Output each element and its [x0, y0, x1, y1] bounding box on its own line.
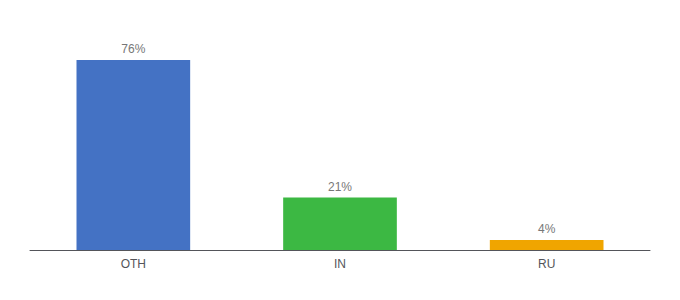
svg-text:21%: 21% [328, 180, 352, 194]
svg-text:4%: 4% [538, 222, 556, 236]
svg-text:IN: IN [334, 257, 346, 271]
svg-text:OTH: OTH [121, 257, 146, 271]
svg-text:76%: 76% [121, 42, 145, 56]
svg-text:RU: RU [538, 257, 555, 271]
